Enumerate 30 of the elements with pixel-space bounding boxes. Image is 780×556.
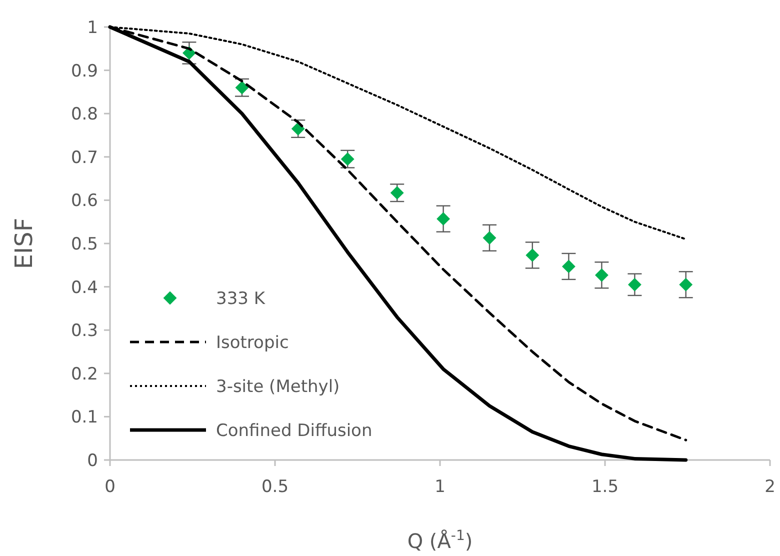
point bbox=[628, 278, 642, 292]
y-tick-label: 0.7 bbox=[70, 148, 98, 168]
point bbox=[291, 122, 305, 136]
y-tick-label: 0.8 bbox=[70, 104, 98, 125]
y-tick-label: 1 bbox=[87, 18, 98, 38]
x-tick-label: 2 bbox=[764, 477, 776, 497]
point bbox=[594, 268, 608, 282]
y-axis-title: EISF bbox=[10, 218, 38, 270]
x-axis-title: Q (Å$^{-1}$) bbox=[407, 528, 473, 553]
y-tick-label: 0.1 bbox=[70, 408, 98, 428]
point bbox=[562, 260, 576, 274]
y-tick-label: 0.4 bbox=[70, 278, 98, 298]
x-tick-label: 0.5 bbox=[261, 477, 289, 497]
legend-label: 333 K bbox=[216, 288, 266, 309]
x-tick-label: 1.5 bbox=[591, 477, 619, 497]
y-tick-label: 0 bbox=[87, 450, 98, 471]
y-tick-label: 0.5 bbox=[70, 234, 98, 254]
y-tick-label: 0.2 bbox=[70, 364, 98, 384]
point bbox=[526, 248, 540, 262]
point bbox=[679, 278, 693, 292]
x-tick-label: 1 bbox=[434, 477, 446, 497]
y-tick-label: 0.6 bbox=[70, 191, 98, 212]
point bbox=[436, 212, 450, 226]
legend-label: 3-site (Methyl) bbox=[216, 376, 340, 397]
x-tick-label: 0 bbox=[104, 477, 116, 497]
legend-label: Isotropic bbox=[216, 332, 289, 353]
legend-label: Confined Diffusion bbox=[216, 420, 372, 441]
point bbox=[482, 231, 496, 245]
y-tick-label: 0.3 bbox=[70, 321, 98, 342]
y-tick-label: 0.9 bbox=[70, 61, 98, 82]
